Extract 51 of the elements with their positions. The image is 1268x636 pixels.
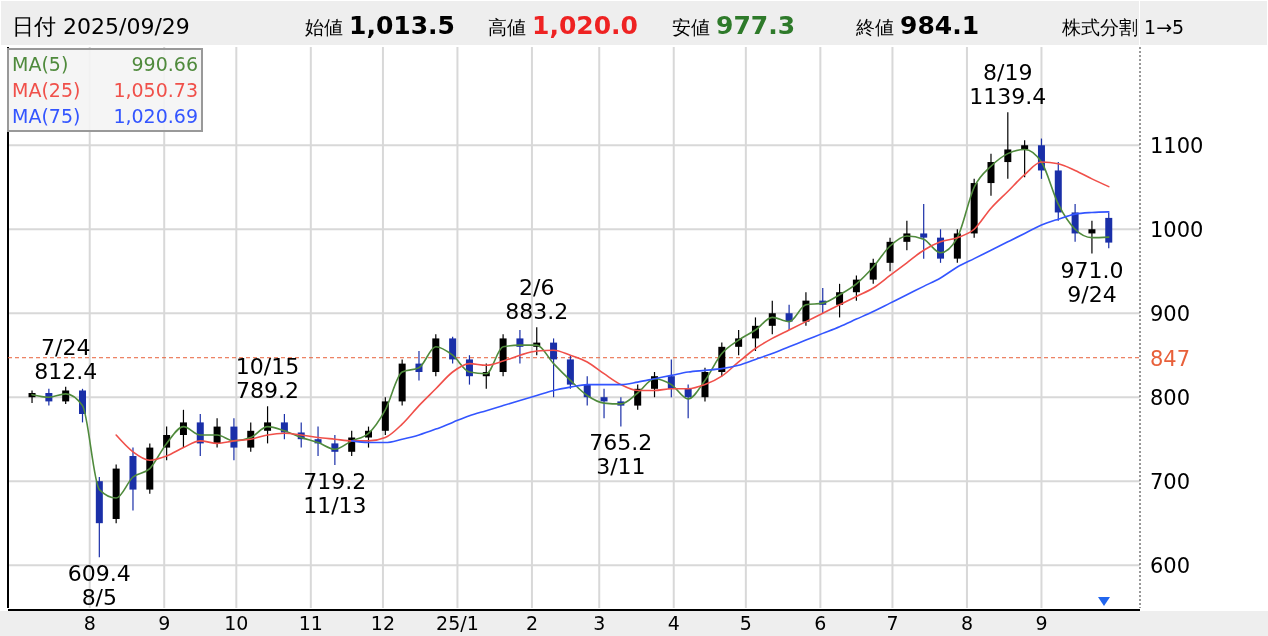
x-tick-label: 25/1 bbox=[436, 612, 479, 634]
x-tick-label: 6 bbox=[814, 612, 827, 634]
annotation: 1,020.69 bbox=[113, 105, 198, 127]
candlestick bbox=[987, 153, 995, 197]
x-tick-label: 8 bbox=[83, 612, 96, 634]
annotation: 719.2 11/13 bbox=[303, 469, 367, 519]
annotation: 8/19 1139.4 bbox=[969, 60, 1047, 110]
x-tick-label: 5 bbox=[739, 612, 752, 634]
x-tick-label: 9 bbox=[158, 612, 171, 634]
y-tick-label: 700 bbox=[1150, 470, 1191, 495]
text: 始値 1,013.5 bbox=[305, 11, 456, 40]
annotation: 990.66 bbox=[131, 53, 198, 75]
text: 安値 977.3 bbox=[672, 11, 796, 40]
y-tick-label: 800 bbox=[1150, 386, 1191, 411]
annotation: 7/24 812.4 bbox=[34, 334, 98, 384]
candlestick bbox=[920, 203, 928, 260]
text: 高値 1,020.0 bbox=[488, 11, 639, 40]
x-tick-label: 11 bbox=[298, 612, 323, 634]
annotation: 2/6 883.2 bbox=[505, 275, 569, 325]
candlestick bbox=[449, 336, 457, 365]
x-tick-label: 2 bbox=[525, 612, 538, 634]
x-tick-label: 8 bbox=[960, 612, 973, 634]
ref-line-label: 847 bbox=[1150, 346, 1191, 371]
y-tick-label: 1000 bbox=[1150, 218, 1204, 243]
text: MA(5) bbox=[12, 53, 69, 75]
text: 終値 984.1 bbox=[855, 11, 980, 40]
text: 株式分割 1→5 bbox=[1061, 16, 1185, 38]
y-tick-label: 1100 bbox=[1150, 134, 1204, 159]
annotation: 609.4 8/5 bbox=[67, 561, 131, 611]
x-tick-label: 10 bbox=[224, 612, 249, 634]
y-tick-label: 900 bbox=[1150, 302, 1191, 327]
annotation: 1,050.73 bbox=[113, 79, 198, 101]
candlestick bbox=[179, 409, 187, 449]
candlestick bbox=[1021, 139, 1029, 178]
x-tick-label: 4 bbox=[667, 612, 680, 634]
annotation: 10/15 789.2 bbox=[235, 354, 300, 404]
x-tick-label: 7 bbox=[886, 612, 899, 634]
y-tick-label: 600 bbox=[1150, 554, 1191, 579]
candlestick bbox=[768, 300, 776, 335]
text: MA(75) bbox=[12, 105, 81, 127]
text: MA(25) bbox=[12, 79, 81, 101]
candlestick bbox=[1004, 111, 1012, 180]
candlestick bbox=[1088, 220, 1096, 255]
x-tick-label: 3 bbox=[593, 612, 606, 634]
candlestick bbox=[230, 417, 238, 461]
candlestick bbox=[600, 388, 608, 419]
text: 日付 2025/09/29 bbox=[12, 14, 190, 39]
annotation: 765.2 3/11 bbox=[589, 430, 653, 480]
x-tick-label: 9 bbox=[1035, 612, 1048, 634]
x-tick-label: 12 bbox=[370, 612, 396, 634]
annotation: 971.0 9/24 bbox=[1060, 257, 1124, 307]
